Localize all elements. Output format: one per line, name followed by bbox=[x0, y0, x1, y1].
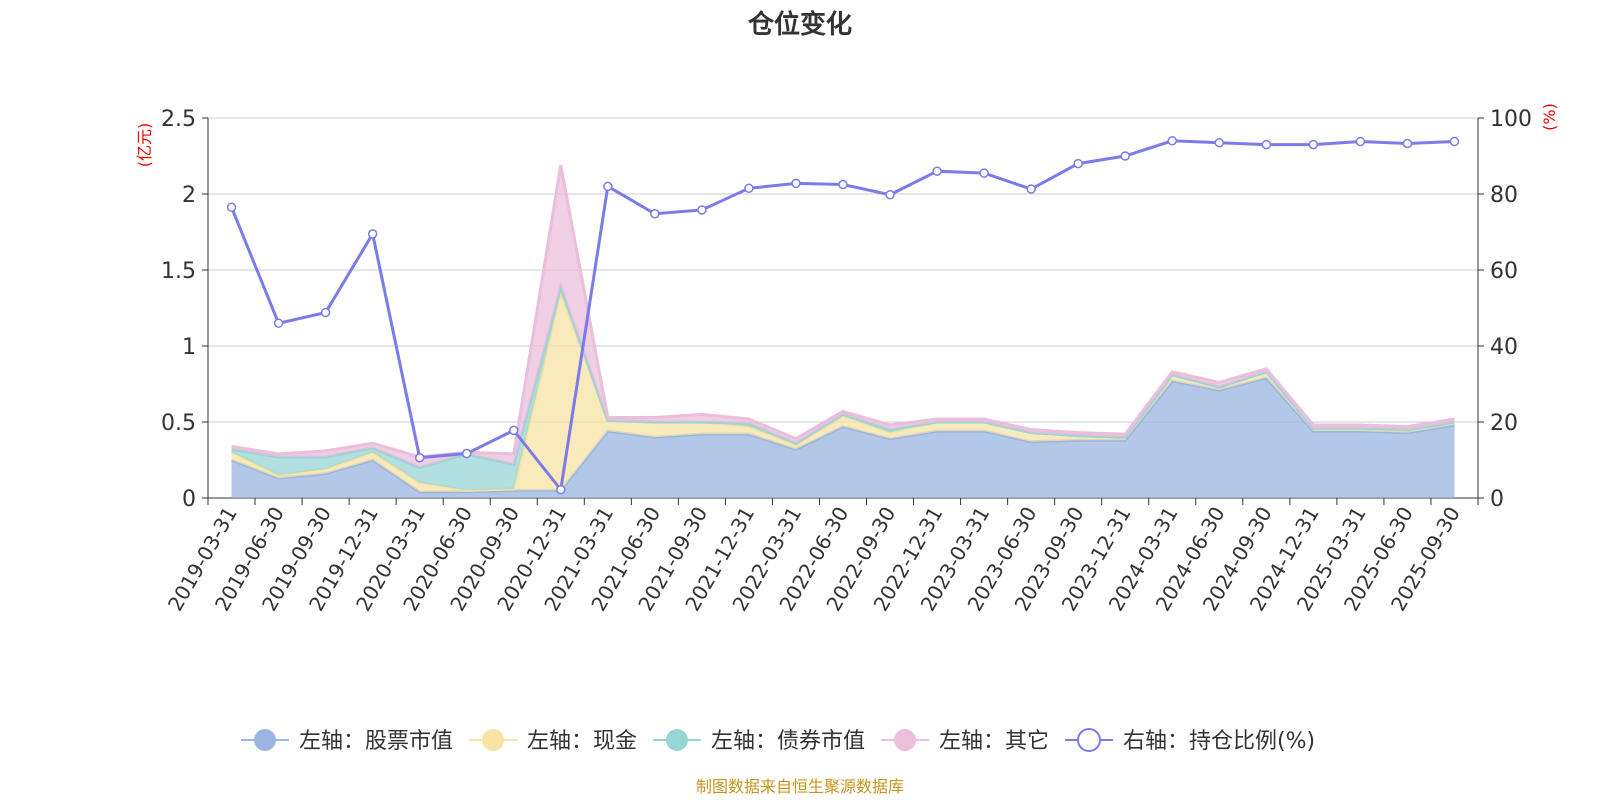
ratio-point bbox=[1026, 184, 1036, 194]
ratio-point bbox=[791, 178, 801, 189]
left-tick-label: 2 bbox=[182, 183, 196, 208]
ratio-point bbox=[1308, 139, 1319, 150]
left-tick-label: 0.5 bbox=[161, 411, 196, 436]
left-tick-label: 1.5 bbox=[161, 259, 196, 284]
ratio-point bbox=[838, 179, 848, 190]
ratio-point bbox=[885, 190, 895, 200]
legend-label: 左轴：其它 bbox=[939, 729, 1049, 754]
legend-label: 左轴：现金 bbox=[527, 729, 637, 754]
legend-item: 右轴：持仓比例(%) bbox=[1065, 728, 1315, 754]
area-series bbox=[231, 377, 1455, 498]
ratio-point bbox=[697, 205, 707, 215]
left-axis-unit: (亿元) bbox=[135, 123, 154, 168]
right-tick-label: 0 bbox=[1490, 487, 1504, 512]
legend-label: 右轴：持仓比例(%) bbox=[1123, 729, 1315, 754]
legend-marker bbox=[666, 729, 688, 751]
ratio-point bbox=[461, 448, 472, 459]
legend-item: 左轴：债券市值 bbox=[653, 729, 865, 754]
left-tick-label: 0 bbox=[182, 487, 196, 512]
right-tick-label: 40 bbox=[1490, 335, 1518, 360]
right-tick-label: 100 bbox=[1490, 107, 1532, 132]
left-tick-label: 1 bbox=[182, 335, 196, 360]
ratio-point bbox=[367, 229, 378, 239]
left-tick-label: 2.5 bbox=[161, 107, 196, 132]
data-source-note: 制图数据来自恒生聚源数据库 bbox=[696, 777, 904, 796]
chart-title: 仓位变化 bbox=[747, 9, 852, 40]
ratio-point bbox=[273, 318, 284, 328]
legend-item: 左轴：其它 bbox=[881, 729, 1049, 754]
right-tick-label: 60 bbox=[1490, 259, 1518, 284]
legend-marker bbox=[254, 729, 276, 751]
stacked-areas bbox=[230, 164, 1455, 498]
legend-item: 左轴：股票市值 bbox=[241, 729, 453, 754]
legend-item: 左轴：现金 bbox=[469, 729, 637, 754]
ratio-point bbox=[508, 425, 519, 436]
ratio-point bbox=[650, 209, 660, 219]
right-tick-label: 20 bbox=[1490, 411, 1518, 436]
ratio-point bbox=[1355, 136, 1366, 147]
ratio-point bbox=[320, 307, 331, 318]
legend-label: 左轴：债券市值 bbox=[711, 729, 865, 754]
ratio-point bbox=[1167, 136, 1178, 146]
legend-marker bbox=[482, 729, 504, 751]
ratio-point bbox=[1120, 151, 1130, 161]
legend-marker bbox=[1077, 728, 1101, 752]
ratio-point bbox=[1261, 139, 1272, 150]
ratio-point bbox=[414, 452, 425, 463]
legend-marker bbox=[894, 729, 916, 751]
ratio-point bbox=[1402, 138, 1413, 149]
holding-ratio-line bbox=[226, 136, 1460, 495]
legend-label: 左轴：股票市值 bbox=[299, 729, 453, 754]
ratio-point bbox=[1073, 158, 1083, 169]
legend: 左轴：股票市值 左轴：现金 左轴：债券市值 左轴：其它 右轴：持仓比例(%) bbox=[241, 728, 1315, 754]
area-series bbox=[231, 292, 1455, 492]
ratio-point bbox=[603, 181, 613, 192]
ratio-point bbox=[744, 183, 754, 194]
ratio-point bbox=[979, 168, 989, 178]
ratio-point bbox=[556, 484, 566, 495]
ratio-point bbox=[1214, 137, 1225, 148]
ratio-point bbox=[226, 202, 237, 213]
ratio-point bbox=[1449, 136, 1460, 147]
ratio-point bbox=[932, 166, 942, 176]
right-tick-label: 80 bbox=[1490, 183, 1518, 208]
right-axis-unit: (%) bbox=[1540, 103, 1559, 131]
